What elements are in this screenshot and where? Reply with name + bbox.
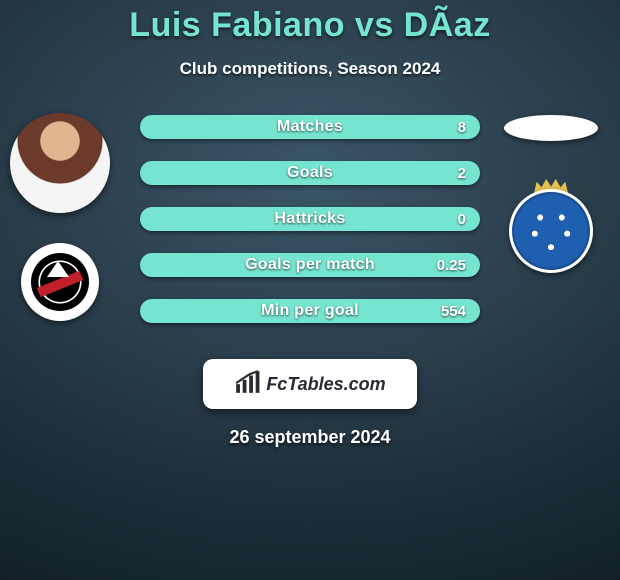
team-badge-right [505, 179, 597, 271]
team-badge-left [21, 243, 99, 321]
page-title: Luis Fabiano vs DÃ­az [129, 6, 490, 45]
stat-right-value: 554 [440, 303, 466, 320]
barchart-icon [234, 369, 260, 400]
stat-bar: Hattricks 0 [140, 207, 480, 231]
date-text: 26 september 2024 [229, 427, 390, 448]
cruzeiro-crest-icon [509, 189, 593, 273]
stat-bar: Goals 2 [140, 161, 480, 185]
stat-row-hattricks: Hattricks 0 [140, 207, 480, 231]
stat-right-value: 8 [440, 119, 466, 136]
player-avatar-right-placeholder [504, 115, 598, 141]
right-player-column [504, 115, 598, 271]
stat-bar: Goals per match 0.25 [140, 253, 480, 277]
page-subtitle: Club competitions, Season 2024 [180, 59, 441, 79]
player-avatar-left [10, 113, 110, 213]
card-root: Luis Fabiano vs DÃ­az Club competitions,… [0, 0, 620, 580]
source-badge: FcTables.com [203, 359, 417, 409]
stat-row-goals-per-match: Goals per match 0.25 [140, 253, 480, 277]
left-player-column [10, 113, 110, 321]
source-badge-text: FcTables.com [266, 374, 385, 395]
stat-bar: Min per goal 554 [140, 299, 480, 323]
stat-row-goals: Goals 2 [140, 161, 480, 185]
stat-label: Min per goal [261, 302, 359, 320]
stat-right-value: 0.25 [437, 257, 466, 274]
stat-label: Matches [277, 118, 343, 136]
stat-row-min-per-goal: Min per goal 554 [140, 299, 480, 323]
stat-row-matches: Matches 8 [140, 115, 480, 139]
vasco-crest-icon [31, 253, 89, 311]
stat-label: Goals per match [245, 256, 375, 274]
stat-right-value: 0 [440, 211, 466, 228]
stat-label: Goals [287, 164, 333, 182]
stat-label: Hattricks [274, 210, 345, 228]
comparison-area: Matches 8 Goals 2 Hattricks 0 [0, 115, 620, 323]
stat-bars: Matches 8 Goals 2 Hattricks 0 [140, 115, 480, 323]
stat-right-value: 2 [440, 165, 466, 182]
stat-bar: Matches 8 [140, 115, 480, 139]
